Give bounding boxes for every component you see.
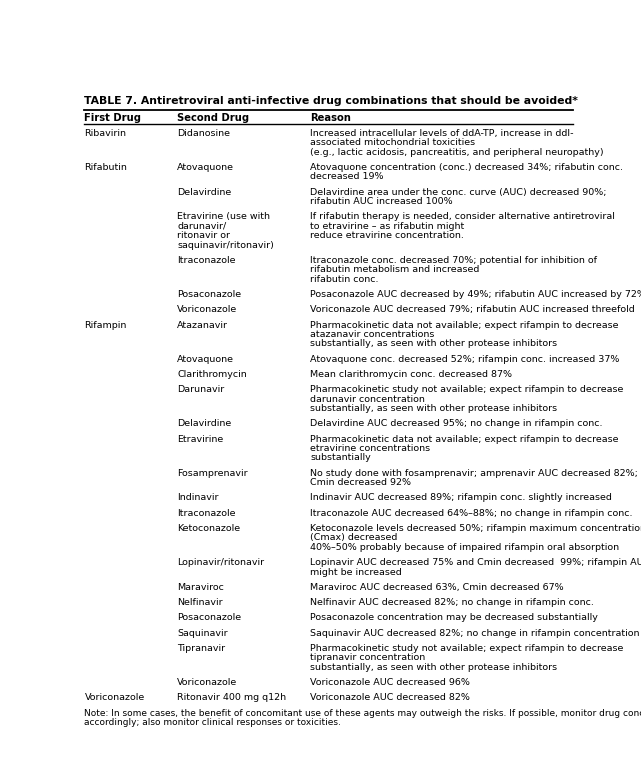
Text: Cmin decreased 92%: Cmin decreased 92% bbox=[310, 478, 412, 487]
Text: Darunavir: Darunavir bbox=[177, 385, 224, 394]
Text: Atovaquone: Atovaquone bbox=[177, 355, 234, 364]
Text: Itraconazole AUC decreased 64%–88%; no change in rifampin conc.: Itraconazole AUC decreased 64%–88%; no c… bbox=[310, 508, 633, 517]
Text: substantially, as seen with other protease inhibitors: substantially, as seen with other protea… bbox=[310, 339, 558, 349]
Text: substantially, as seen with other protease inhibitors: substantially, as seen with other protea… bbox=[310, 404, 558, 413]
Text: Voriconazole: Voriconazole bbox=[85, 693, 145, 702]
Text: darunavir/: darunavir/ bbox=[177, 221, 226, 231]
Text: saquinavir/ritonavir): saquinavir/ritonavir) bbox=[177, 240, 274, 250]
Text: Fosamprenavir: Fosamprenavir bbox=[177, 469, 247, 478]
Text: decreased 19%: decreased 19% bbox=[310, 172, 384, 181]
Text: substantially, as seen with other protease inhibitors: substantially, as seen with other protea… bbox=[310, 663, 558, 672]
Text: Delavirdine: Delavirdine bbox=[177, 419, 231, 428]
Text: ritonavir or: ritonavir or bbox=[177, 231, 230, 240]
Text: Itraconazole conc. decreased 70%; potential for inhibition of: Itraconazole conc. decreased 70%; potent… bbox=[310, 256, 597, 265]
Text: Maraviroc AUC decreased 63%, Cmin decreased 67%: Maraviroc AUC decreased 63%, Cmin decrea… bbox=[310, 583, 564, 592]
Text: Increased intracellular levels of ddA-TP, increase in ddI-: Increased intracellular levels of ddA-TP… bbox=[310, 129, 574, 138]
Text: No study done with fosamprenavir; amprenavir AUC decreased 82%;: No study done with fosamprenavir; ampren… bbox=[310, 469, 638, 478]
Text: Rifampin: Rifampin bbox=[85, 320, 127, 330]
Text: Rifabutin: Rifabutin bbox=[85, 163, 128, 172]
Text: atazanavir concentrations: atazanavir concentrations bbox=[310, 330, 435, 339]
Text: Pharmacokinetic study not available; expect rifampin to decrease: Pharmacokinetic study not available; exp… bbox=[310, 644, 624, 653]
Text: Posaconazole concentration may be decreased substantially: Posaconazole concentration may be decrea… bbox=[310, 613, 598, 622]
Text: Lopinavir AUC decreased 75% and Cmin decreased  99%; rifampin AUC: Lopinavir AUC decreased 75% and Cmin dec… bbox=[310, 558, 641, 567]
Text: reduce etravirine concentration.: reduce etravirine concentration. bbox=[310, 231, 464, 240]
Text: Voriconazole AUC decreased 96%: Voriconazole AUC decreased 96% bbox=[310, 678, 470, 687]
Text: Posaconazole: Posaconazole bbox=[177, 290, 241, 299]
Text: Etravirine (use with: Etravirine (use with bbox=[177, 212, 270, 221]
Text: Indinavir: Indinavir bbox=[177, 493, 219, 502]
Text: Itraconazole: Itraconazole bbox=[177, 508, 235, 517]
Text: tipranavir concentration: tipranavir concentration bbox=[310, 654, 426, 662]
Text: rifabutin AUC increased 100%: rifabutin AUC increased 100% bbox=[310, 197, 453, 206]
Text: Atazanavir: Atazanavir bbox=[177, 320, 228, 330]
Text: Maraviroc: Maraviroc bbox=[177, 583, 224, 592]
Text: Tipranavir: Tipranavir bbox=[177, 644, 225, 653]
Text: Voriconazole: Voriconazole bbox=[177, 678, 237, 687]
Text: Saquinavir AUC decreased 82%; no change in rifampin concentration: Saquinavir AUC decreased 82%; no change … bbox=[310, 629, 640, 638]
Text: rifabutin metabolism and increased: rifabutin metabolism and increased bbox=[310, 266, 480, 274]
Text: 40%–50% probably because of impaired rifampin oral absorption: 40%–50% probably because of impaired rif… bbox=[310, 543, 620, 552]
Text: Ribavirin: Ribavirin bbox=[85, 129, 126, 138]
Text: Atovaquone conc. decreased 52%; rifampin conc. increased 37%: Atovaquone conc. decreased 52%; rifampin… bbox=[310, 355, 620, 364]
Text: Posaconazole: Posaconazole bbox=[177, 613, 241, 622]
Text: Delavirdine area under the conc. curve (AUC) decreased 90%;: Delavirdine area under the conc. curve (… bbox=[310, 187, 607, 196]
Text: First Drug: First Drug bbox=[85, 113, 142, 123]
Text: Voriconazole AUC decreased 79%; rifabutin AUC increased threefold: Voriconazole AUC decreased 79%; rifabuti… bbox=[310, 305, 635, 314]
Text: Atovaquone concentration (conc.) decreased 34%; rifabutin conc.: Atovaquone concentration (conc.) decreas… bbox=[310, 163, 624, 172]
Text: substantially: substantially bbox=[310, 454, 371, 463]
Text: Saquinavir: Saquinavir bbox=[177, 629, 228, 638]
Text: Indinavir AUC decreased 89%; rifampin conc. slightly increased: Indinavir AUC decreased 89%; rifampin co… bbox=[310, 493, 612, 502]
Text: Atovaquone: Atovaquone bbox=[177, 163, 234, 172]
Text: Second Drug: Second Drug bbox=[177, 113, 249, 123]
Text: Note: In some cases, the benefit of concomitant use of these agents may outweigh: Note: In some cases, the benefit of conc… bbox=[85, 709, 641, 718]
Text: Pharmacokinetic data not available; expect rifampin to decrease: Pharmacokinetic data not available; expe… bbox=[310, 435, 619, 444]
Text: etravirine concentrations: etravirine concentrations bbox=[310, 444, 431, 453]
Text: accordingly; also monitor clinical responses or toxicities.: accordingly; also monitor clinical respo… bbox=[85, 718, 341, 727]
Text: Clarithromycin: Clarithromycin bbox=[177, 370, 247, 379]
Text: Etravirine: Etravirine bbox=[177, 435, 223, 444]
Text: might be increased: might be increased bbox=[310, 568, 402, 577]
Text: darunavir concentration: darunavir concentration bbox=[310, 395, 426, 403]
Text: Lopinavir/ritonavir: Lopinavir/ritonavir bbox=[177, 558, 264, 567]
Text: associated mitochondrial toxicities: associated mitochondrial toxicities bbox=[310, 139, 476, 147]
Text: Voriconazole: Voriconazole bbox=[177, 305, 237, 314]
Text: to etravirine – as rifabutin might: to etravirine – as rifabutin might bbox=[310, 221, 465, 231]
Text: Ritonavir 400 mg q12h: Ritonavir 400 mg q12h bbox=[177, 693, 286, 702]
Text: Delavirdine AUC decreased 95%; no change in rifampin conc.: Delavirdine AUC decreased 95%; no change… bbox=[310, 419, 603, 428]
Text: Ketoconazole levels decreased 50%; rifampin maximum concentration: Ketoconazole levels decreased 50%; rifam… bbox=[310, 524, 641, 533]
Text: Pharmacokinetic data not available; expect rifampin to decrease: Pharmacokinetic data not available; expe… bbox=[310, 320, 619, 330]
Text: Delavirdine: Delavirdine bbox=[177, 187, 231, 196]
Text: Mean clarithromycin conc. decreased 87%: Mean clarithromycin conc. decreased 87% bbox=[310, 370, 512, 379]
Text: Nelfinavir AUC decreased 82%; no change in rifampin conc.: Nelfinavir AUC decreased 82%; no change … bbox=[310, 598, 594, 607]
Text: Didanosine: Didanosine bbox=[177, 129, 230, 138]
Text: Pharmacokinetic study not available; expect rifampin to decrease: Pharmacokinetic study not available; exp… bbox=[310, 385, 624, 394]
Text: Posaconazole AUC decreased by 49%; rifabutin AUC increased by 72%: Posaconazole AUC decreased by 49%; rifab… bbox=[310, 290, 641, 299]
Text: Nelfinavir: Nelfinavir bbox=[177, 598, 222, 607]
Text: TABLE 7. Antiretroviral anti-infective drug combinations that should be avoided*: TABLE 7. Antiretroviral anti-infective d… bbox=[85, 96, 578, 106]
Text: Voriconazole AUC decreased 82%: Voriconazole AUC decreased 82% bbox=[310, 693, 470, 702]
Text: Ketoconazole: Ketoconazole bbox=[177, 524, 240, 533]
Text: Itraconazole: Itraconazole bbox=[177, 256, 235, 265]
Text: Reason: Reason bbox=[310, 113, 351, 123]
Text: (Cmax) decreased: (Cmax) decreased bbox=[310, 533, 398, 543]
Text: (e.g., lactic acidosis, pancreatitis, and peripheral neuropathy): (e.g., lactic acidosis, pancreatitis, an… bbox=[310, 148, 604, 157]
Text: If rifabutin therapy is needed, consider alternative antiretroviral: If rifabutin therapy is needed, consider… bbox=[310, 212, 615, 221]
Text: rifabutin conc.: rifabutin conc. bbox=[310, 275, 379, 284]
